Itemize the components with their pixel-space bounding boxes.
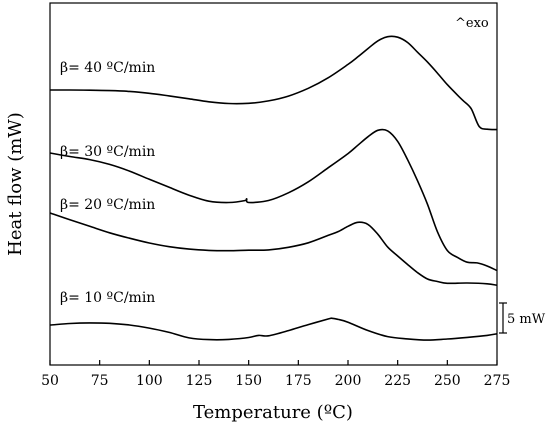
curve-label-10: β= 10 ºC/min xyxy=(60,290,155,306)
curve-label-30: β= 30 ºC/min xyxy=(60,144,155,160)
curve-20 xyxy=(49,212,498,286)
x-tick-label: 225 xyxy=(384,373,411,389)
curve-40 xyxy=(50,35,498,131)
x-tick-label: 200 xyxy=(335,373,362,389)
x-tick-label: 150 xyxy=(235,373,262,389)
x-tick-label: 100 xyxy=(136,373,163,389)
curve-10 xyxy=(49,317,498,341)
x-tick-label: 250 xyxy=(434,373,461,389)
curve-label-40: β= 40 ºC/min xyxy=(60,60,155,76)
x-axis-title: Temperature (ºC) xyxy=(193,402,353,423)
curve-label-20: β= 20 ºC/min xyxy=(60,197,155,213)
x-tick-label: 50 xyxy=(41,373,59,389)
scale-bar xyxy=(499,302,507,334)
x-tick-label: 75 xyxy=(91,373,109,389)
x-axis-ticks: 50 75 100 125 150 175 200 225 250 275 xyxy=(41,360,510,389)
curve-30 xyxy=(49,128,498,272)
plot-frame xyxy=(49,2,498,366)
x-tick-label: 125 xyxy=(186,373,213,389)
scale-bar-label: 5 mW xyxy=(507,312,546,327)
x-tick-label: 175 xyxy=(285,373,312,389)
y-axis-title: Heat flow (mW) xyxy=(5,112,26,256)
x-tick-label: 275 xyxy=(484,373,511,389)
exo-annotation: ^exo xyxy=(455,16,489,31)
